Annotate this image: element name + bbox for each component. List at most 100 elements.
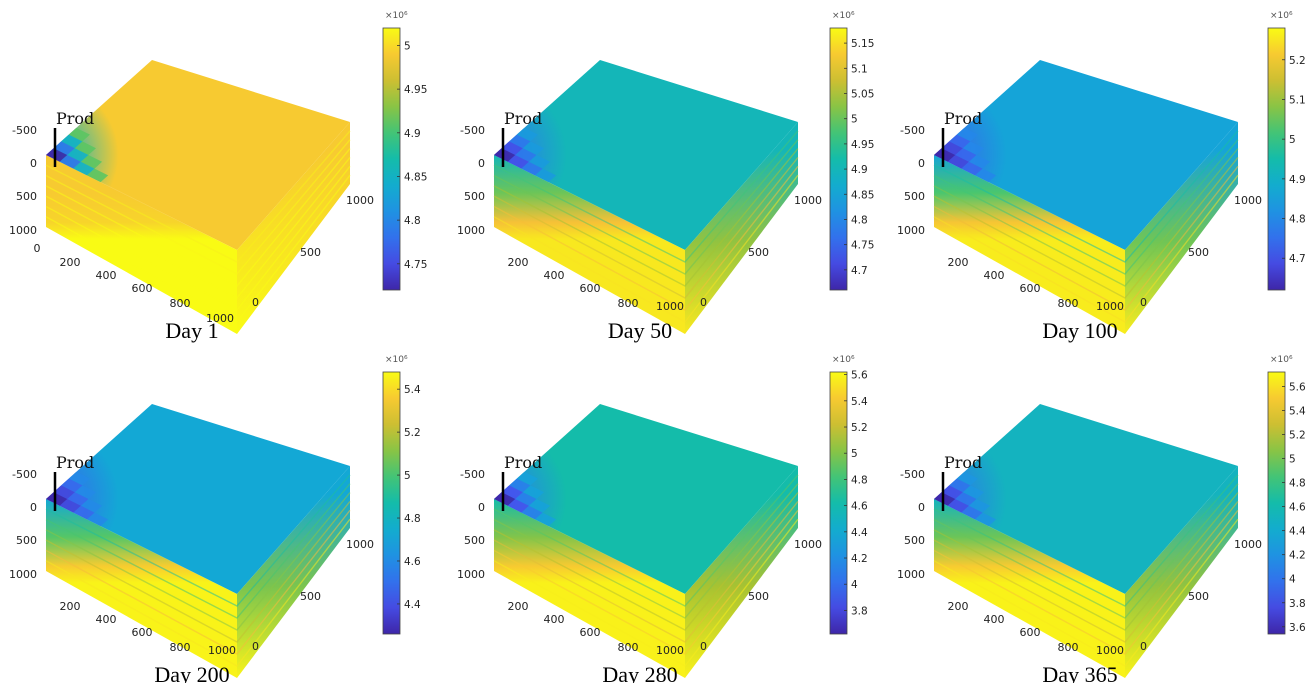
drawdown-cell bbox=[501, 485, 523, 499]
colorbar-multiplier: ×10⁶ bbox=[385, 355, 408, 365]
colorbar-tick-label: 4.7 bbox=[1289, 253, 1306, 265]
drawdown-cell bbox=[522, 141, 544, 155]
z-tick-label: -500 bbox=[460, 468, 485, 481]
colorbar-tick-label: 4.85 bbox=[851, 189, 874, 201]
y-tick-label: 1000 bbox=[794, 194, 822, 207]
drawdown-cell bbox=[941, 485, 963, 499]
prod-well-label: Prod bbox=[504, 109, 542, 128]
z-tick-label: 1000 bbox=[9, 224, 37, 237]
colorbar-multiplier: ×10⁶ bbox=[832, 11, 855, 21]
panel-3: Prod -500 0 500 1000 200 400 600 800 1000 0 500 1000… bbox=[897, 11, 1306, 343]
x-tick-label: 600 bbox=[132, 282, 153, 295]
colorbar-tick-label: 4.95 bbox=[851, 139, 874, 151]
layer-streak bbox=[933, 156, 1239, 299]
y-tick-label: 0 bbox=[252, 296, 259, 309]
layer-streak bbox=[45, 156, 351, 299]
colorbar-multiplier: ×10⁶ bbox=[385, 11, 408, 21]
drawdown-cell bbox=[68, 471, 90, 486]
drawdown-cell bbox=[947, 155, 969, 169]
drawdown-cell bbox=[59, 499, 81, 513]
drawdown-cell bbox=[949, 478, 971, 493]
x-tick-label: 1000 bbox=[206, 312, 234, 325]
layer-streak bbox=[45, 509, 351, 655]
z-tick-label: 1000 bbox=[897, 568, 925, 581]
reservoir-top-face bbox=[46, 404, 350, 594]
drawdown-cell bbox=[61, 134, 83, 149]
panel-1: Prod -500 0 500 1000 0 200 400 600 800 1000 0 500 100… bbox=[9, 11, 427, 343]
drawdown-cell bbox=[80, 499, 103, 513]
colorbar-tick-label: 4.8 bbox=[1289, 478, 1306, 490]
x-tick-label: 400 bbox=[544, 269, 565, 282]
drawdown-cell bbox=[516, 471, 538, 486]
drawdown-cell bbox=[947, 499, 969, 513]
reservoir-top-face bbox=[46, 60, 350, 250]
layer-streak bbox=[933, 165, 1239, 311]
colorbar-tick-label: 4.7 bbox=[851, 265, 868, 277]
layer-streak bbox=[493, 130, 799, 263]
colorbar-tick-label: 5 bbox=[1289, 134, 1296, 146]
y-tick-label: 500 bbox=[1188, 590, 1209, 603]
z-tick-label: -500 bbox=[12, 124, 37, 137]
drawdown-cell bbox=[67, 492, 89, 506]
x-tick-label: 200 bbox=[948, 256, 969, 269]
colorbar-tick-label: 5.4 bbox=[404, 384, 421, 396]
x-tick-label: 400 bbox=[984, 613, 1005, 626]
y-tick-label: 500 bbox=[748, 590, 769, 603]
drawdown-cell bbox=[516, 127, 538, 142]
colorbar-tick-label: 4.2 bbox=[851, 553, 868, 565]
z-tick-label: 1000 bbox=[9, 568, 37, 581]
prod-well-label: Prod bbox=[944, 109, 982, 128]
colorbar-tick-label: 4.6 bbox=[851, 501, 868, 513]
layer-streak bbox=[933, 130, 1239, 263]
layer-streak bbox=[45, 174, 351, 323]
x-tick-label: 600 bbox=[580, 626, 601, 639]
layer-streak bbox=[493, 492, 799, 631]
x-tick-label: 800 bbox=[170, 297, 191, 310]
drawdown-cell bbox=[955, 492, 977, 506]
drawdown-cell bbox=[46, 148, 68, 162]
colorbar-tick-label: 5.4 bbox=[1289, 405, 1306, 417]
colorbar-tick-label: 4.9 bbox=[404, 128, 421, 140]
prod-well-label: Prod bbox=[56, 109, 94, 128]
layer-streak bbox=[493, 139, 799, 275]
x-tick-label: 800 bbox=[1058, 641, 1079, 654]
z-tick-label: -500 bbox=[460, 124, 485, 137]
colorbar-tick-label: 5.4 bbox=[851, 396, 868, 408]
layer-streak bbox=[933, 139, 1239, 275]
drawdown-cell bbox=[53, 485, 75, 499]
drawdown-cell bbox=[534, 512, 557, 527]
drawdown-cell bbox=[528, 499, 551, 513]
colorbar-tick-label: 5.2 bbox=[404, 427, 421, 439]
layer-streak bbox=[45, 492, 351, 631]
y-tick-label: 0 bbox=[700, 640, 707, 653]
panel-4: Prod -500 0 500 1000 200 400 600 800 1000 0 500 1000… bbox=[9, 355, 421, 683]
z-tick-label: 1000 bbox=[457, 224, 485, 237]
colorbar bbox=[382, 27, 401, 291]
colorbar-multiplier: ×10⁶ bbox=[1270, 355, 1293, 365]
x-tick-label: 600 bbox=[1020, 282, 1041, 295]
colorbar-tick-label: 4.75 bbox=[404, 259, 427, 271]
colorbar bbox=[1267, 27, 1286, 291]
drawdown-cell bbox=[521, 161, 543, 176]
z-tick-label: 1000 bbox=[457, 568, 485, 581]
colorbar-tick-label: 5.15 bbox=[851, 38, 874, 50]
colorbar-tick-label: 3.6 bbox=[1289, 622, 1306, 634]
drawdown-cell bbox=[521, 505, 543, 520]
x-tick-label: 200 bbox=[508, 600, 529, 613]
z-tick-label: 0 bbox=[918, 157, 925, 170]
drawdown-cell bbox=[528, 155, 551, 169]
z-tick-label: 500 bbox=[464, 190, 485, 203]
y-tick-label: 1000 bbox=[1234, 194, 1262, 207]
colorbar-tick-label: 5.1 bbox=[1289, 94, 1306, 106]
drawdown-cell bbox=[961, 505, 983, 520]
panel-caption: Day 50 bbox=[608, 318, 672, 343]
colorbar-tick-label: 5 bbox=[1289, 454, 1296, 466]
drawdown-cell bbox=[515, 492, 537, 506]
colorbar-tick-label: 4.6 bbox=[1289, 502, 1306, 514]
z-tick-label: 0 bbox=[478, 157, 485, 170]
panel-2: Prod -500 0 500 1000 200 400 600 800 1000 0 500 1000… bbox=[457, 11, 874, 343]
drawdown-cell bbox=[73, 505, 95, 520]
x-tick-label: 600 bbox=[580, 282, 601, 295]
layer-streak bbox=[45, 165, 351, 311]
layer-streak bbox=[45, 130, 351, 263]
